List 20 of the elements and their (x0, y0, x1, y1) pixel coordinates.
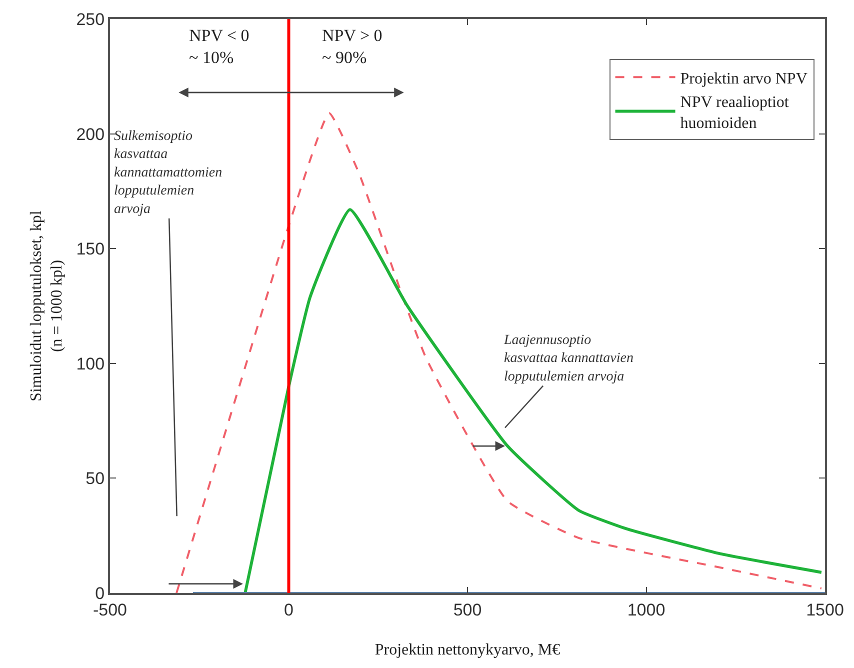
legend-label: Projektin arvo NPV (680, 70, 808, 88)
annotation: Laajennusoptio kasvattaa kannattavien lopputulemien arvoja (503, 333, 634, 384)
x-tick-label: -500 (92, 600, 128, 620)
x-tick-label: 0 (284, 600, 294, 620)
line-series (244, 208, 823, 593)
y-tick-label: 150 (76, 240, 105, 259)
x-tick-label: 1500 (806, 600, 844, 620)
x-axis-title: Projektin nettonykyarvo, M€ (374, 642, 560, 659)
legend-label: NPV reaalioptiot huomioiden (680, 94, 790, 132)
y-tick-label: 250 (76, 10, 105, 29)
annotation: Sulkemisoptio kasvattaa kannattamattomien lopputulemien arvoja (114, 129, 222, 217)
y-tick-label: 200 (76, 124, 105, 144)
annotation: NPV < 0 ~ 10% (189, 26, 250, 68)
y-axis-title: Simuloidut lopputulokset, kpl (n = 1000 kpl) (28, 210, 66, 402)
y-tick-label: 100 (76, 354, 105, 374)
annotation: NPV > 0 ~ 90% (322, 26, 382, 68)
x-tick-label: 1000 (627, 600, 666, 620)
y-tick-label: 0 (95, 584, 105, 603)
x-tick-label: 500 (453, 600, 482, 620)
y-tick-label: 50 (86, 469, 105, 488)
